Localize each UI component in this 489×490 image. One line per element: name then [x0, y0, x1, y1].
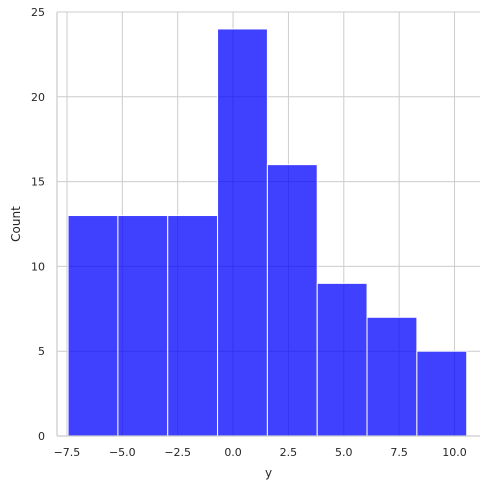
histogram-bars: [67, 28, 468, 437]
histogram-bar: [167, 215, 219, 437]
x-axis-label: y: [265, 466, 272, 480]
x-tick-label: 0.0: [224, 446, 242, 459]
y-tick-labels: 0 5 10 15 20 25: [31, 6, 45, 443]
y-tick-label: 0: [38, 430, 45, 443]
x-tick-label: 7.5: [390, 446, 408, 459]
x-tick-labels: −7.5 −5.0 −2.5 0.0 2.5 5.0 7.5 10.0: [54, 446, 467, 459]
histogram-bar: [67, 215, 119, 437]
x-tick-label: −7.5: [54, 446, 81, 459]
histogram-bar: [366, 316, 418, 437]
y-axis-label: Count: [9, 206, 23, 242]
y-tick-label: 10: [31, 260, 45, 273]
histogram-bar: [266, 164, 318, 437]
x-tick-label: −2.5: [164, 446, 191, 459]
axes: [56, 12, 480, 437]
x-tick-label: 5.0: [335, 446, 353, 459]
y-tick-label: 15: [31, 176, 45, 189]
x-tick-label: 10.0: [442, 446, 467, 459]
y-tick-label: 25: [31, 6, 45, 19]
histogram-bar: [416, 350, 468, 437]
histogram-bar: [316, 282, 368, 437]
y-tick-label: 5: [38, 345, 45, 358]
x-tick-label: 2.5: [280, 446, 298, 459]
histogram-bar: [117, 215, 169, 437]
histogram-bar: [217, 28, 268, 437]
y-tick-label: 20: [31, 91, 45, 104]
x-tick-label: −5.0: [109, 446, 136, 459]
